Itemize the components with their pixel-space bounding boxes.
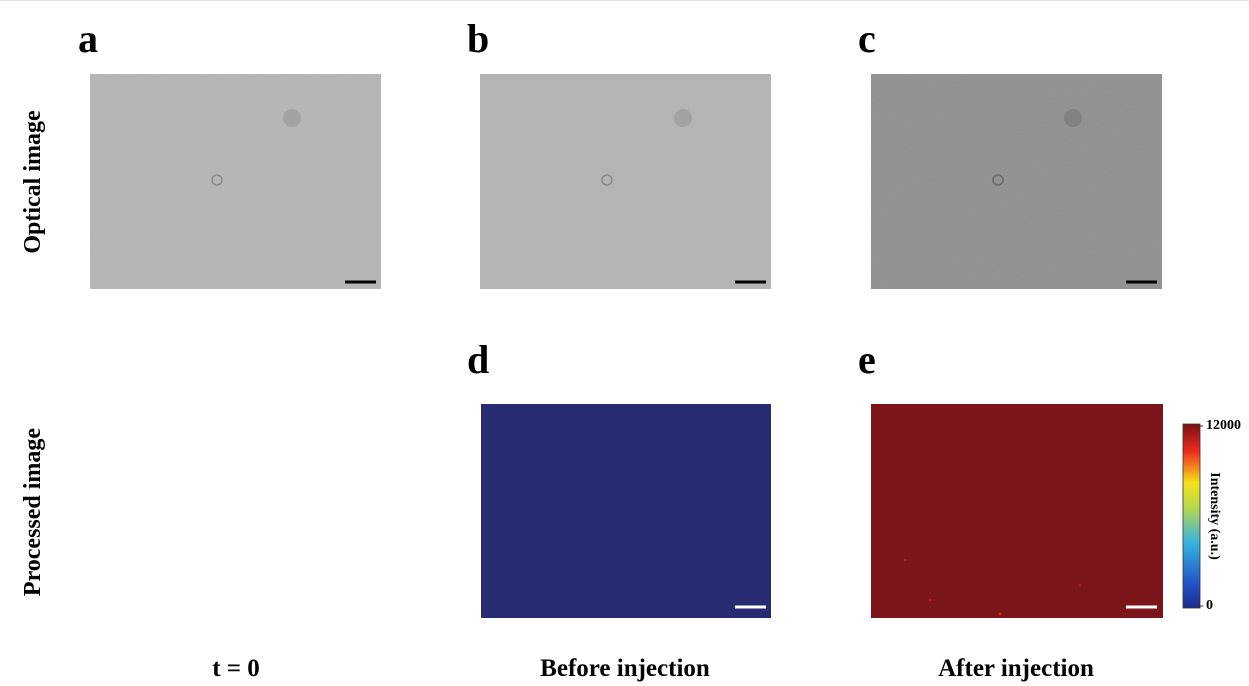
figure: a b c d e Optical image Processed image	[0, 0, 1249, 686]
optical-image	[871, 74, 1162, 289]
colorbar-tick-label: 12000	[1206, 418, 1241, 433]
row-label: Optical image	[20, 110, 46, 254]
page: {"panels": [{"label": "a"}, {"label": "b…	[0, 0, 1249, 686]
panel-label: c	[858, 16, 876, 61]
colorbar	[1183, 424, 1200, 608]
column-label: t = 0	[212, 655, 260, 682]
panel-label: d	[467, 337, 489, 382]
optical-image	[480, 74, 771, 289]
row-label: Processed image	[20, 428, 46, 597]
panel-label: e	[858, 337, 876, 382]
column-label: After injection	[938, 655, 1094, 682]
optical-image	[90, 74, 381, 289]
processed-image	[871, 404, 1163, 618]
panel-label: b	[467, 16, 489, 61]
panel-label: a	[78, 16, 98, 61]
colorbar-tick-label: 0	[1206, 598, 1213, 613]
processed-image	[481, 404, 771, 618]
colorbar-label: Intensity (a.u.)	[1207, 472, 1222, 560]
column-label: Before injection	[540, 655, 710, 682]
